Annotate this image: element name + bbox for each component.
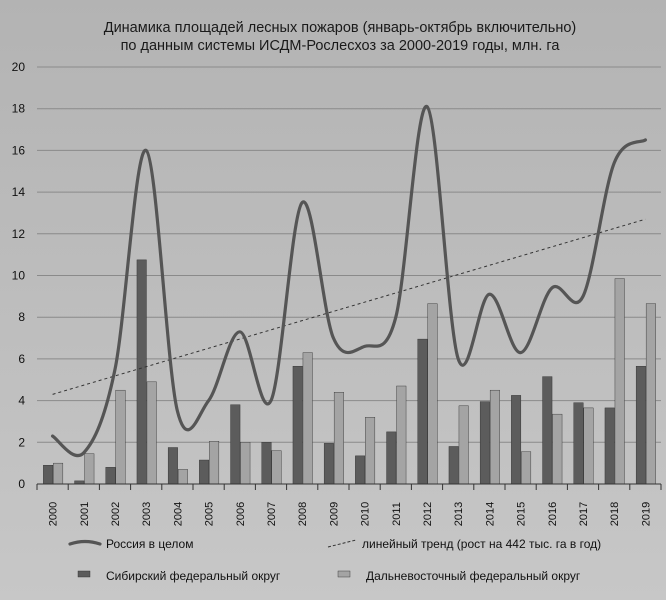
bar-siberian [479, 401, 490, 485]
y-tick-label: 2 [18, 435, 25, 449]
y-tick-label: 16 [12, 143, 26, 157]
bar-siberian [323, 443, 334, 485]
y-tick-label: 4 [18, 394, 25, 408]
bar-siberian [448, 446, 459, 485]
chart-title-line-2: по данным системы ИСДМ-Рослесхоз за 2000… [121, 38, 561, 54]
grid-layer [37, 66, 661, 485]
bar-fareast [365, 417, 376, 485]
x-tick-label: 2000 [48, 502, 60, 526]
bar-fareast [583, 407, 594, 485]
bar-siberian [105, 467, 116, 485]
bar-fareast [84, 453, 95, 485]
y-tick-label: 0 [18, 477, 25, 491]
bar-fareast [614, 278, 625, 485]
bar-fareast [209, 441, 220, 485]
bar-siberian [167, 447, 178, 485]
bar-fareast [521, 451, 532, 485]
bar-siberian [292, 365, 303, 485]
line-layer [51, 104, 647, 457]
bar-siberian [511, 395, 522, 485]
bar-fareast [333, 392, 344, 485]
legend-line-symbol [68, 539, 102, 546]
x-tick-label: 2013 [453, 502, 465, 526]
bar-siberian [573, 402, 584, 485]
chart-title-line-1: Динамика площадей лесных пожаров (январь… [104, 20, 576, 36]
x-tick-label: 2007 [266, 502, 278, 526]
bar-siberian [604, 407, 615, 485]
bar-siberian [417, 338, 428, 485]
y-tick-label: 6 [18, 352, 25, 366]
russia-total-line [51, 104, 647, 457]
y-tick-label: 14 [12, 185, 26, 199]
bar-fareast [552, 413, 563, 485]
bar-fareast [146, 381, 157, 485]
trend-line [52, 218, 646, 395]
bar-fareast [458, 405, 469, 485]
x-tick-label: 2006 [235, 502, 247, 526]
x-tick-label: 2014 [484, 502, 496, 526]
x-tick-label: 2005 [204, 502, 216, 526]
y-tick-label: 20 [12, 60, 26, 74]
bar-fareast [396, 385, 407, 485]
bar-fareast [302, 352, 313, 485]
bar-siberian [355, 455, 366, 485]
bar-fareast [177, 469, 188, 485]
x-tick-label: 2019 [640, 502, 652, 526]
x-tick-label: 2012 [422, 502, 434, 526]
x-tick-label: 2002 [110, 502, 122, 526]
axis-layer: 0 2 4 6 8 10 12 14 16 18 20 2000 2001 2002 2003 2004 200… [12, 60, 662, 526]
y-tick-label: 8 [18, 310, 25, 324]
bar-siberian [199, 459, 210, 485]
bar-fareast [645, 303, 656, 485]
legend-bar-symbol [77, 570, 91, 578]
bar-fareast [427, 303, 438, 485]
y-tick-label: 18 [12, 102, 26, 116]
bar-siberian [230, 404, 241, 485]
legend-trend-symbol [327, 539, 357, 548]
legend-bar-symbol [337, 570, 351, 578]
x-tick-label: 2015 [516, 502, 528, 526]
bar-fareast [271, 450, 282, 485]
bar-siberian [261, 442, 272, 485]
legend-label: линейный тренд (рост на 442 тыс. га в го… [362, 537, 601, 551]
x-tick-label: 2011 [391, 502, 403, 526]
y-tick-label: 10 [12, 269, 26, 283]
x-tick-label: 2018 [609, 502, 621, 526]
x-tick-label: 2009 [328, 502, 340, 526]
x-tick-label: 2008 [297, 502, 309, 526]
legend-label: Россия в целом [106, 537, 193, 551]
x-tick-label: 2016 [547, 502, 559, 526]
bar-siberian [635, 365, 646, 485]
legend-label: Сибирский федеральный округ [106, 569, 281, 583]
bar-fareast [53, 462, 64, 485]
x-tick-label: 2004 [172, 502, 184, 526]
x-tick-label: 2003 [141, 502, 153, 526]
legend: Россия в целом линейный тренд (рост на 44… [68, 537, 601, 583]
x-tick-label: 2017 [578, 502, 590, 526]
bar-siberian [386, 431, 397, 485]
y-tick-label: 12 [12, 227, 26, 241]
bar-fareast [489, 389, 500, 485]
x-tick-label: 2001 [79, 502, 91, 526]
bar-siberian [542, 376, 553, 485]
bar-siberian [136, 259, 147, 485]
bar-fareast [115, 389, 126, 485]
bar-fareast [240, 442, 251, 485]
x-tick-label: 2010 [360, 502, 372, 526]
legend-label: Дальневосточный федеральный округ [366, 569, 581, 583]
bar-layer [43, 259, 656, 485]
bar-siberian [43, 465, 54, 485]
